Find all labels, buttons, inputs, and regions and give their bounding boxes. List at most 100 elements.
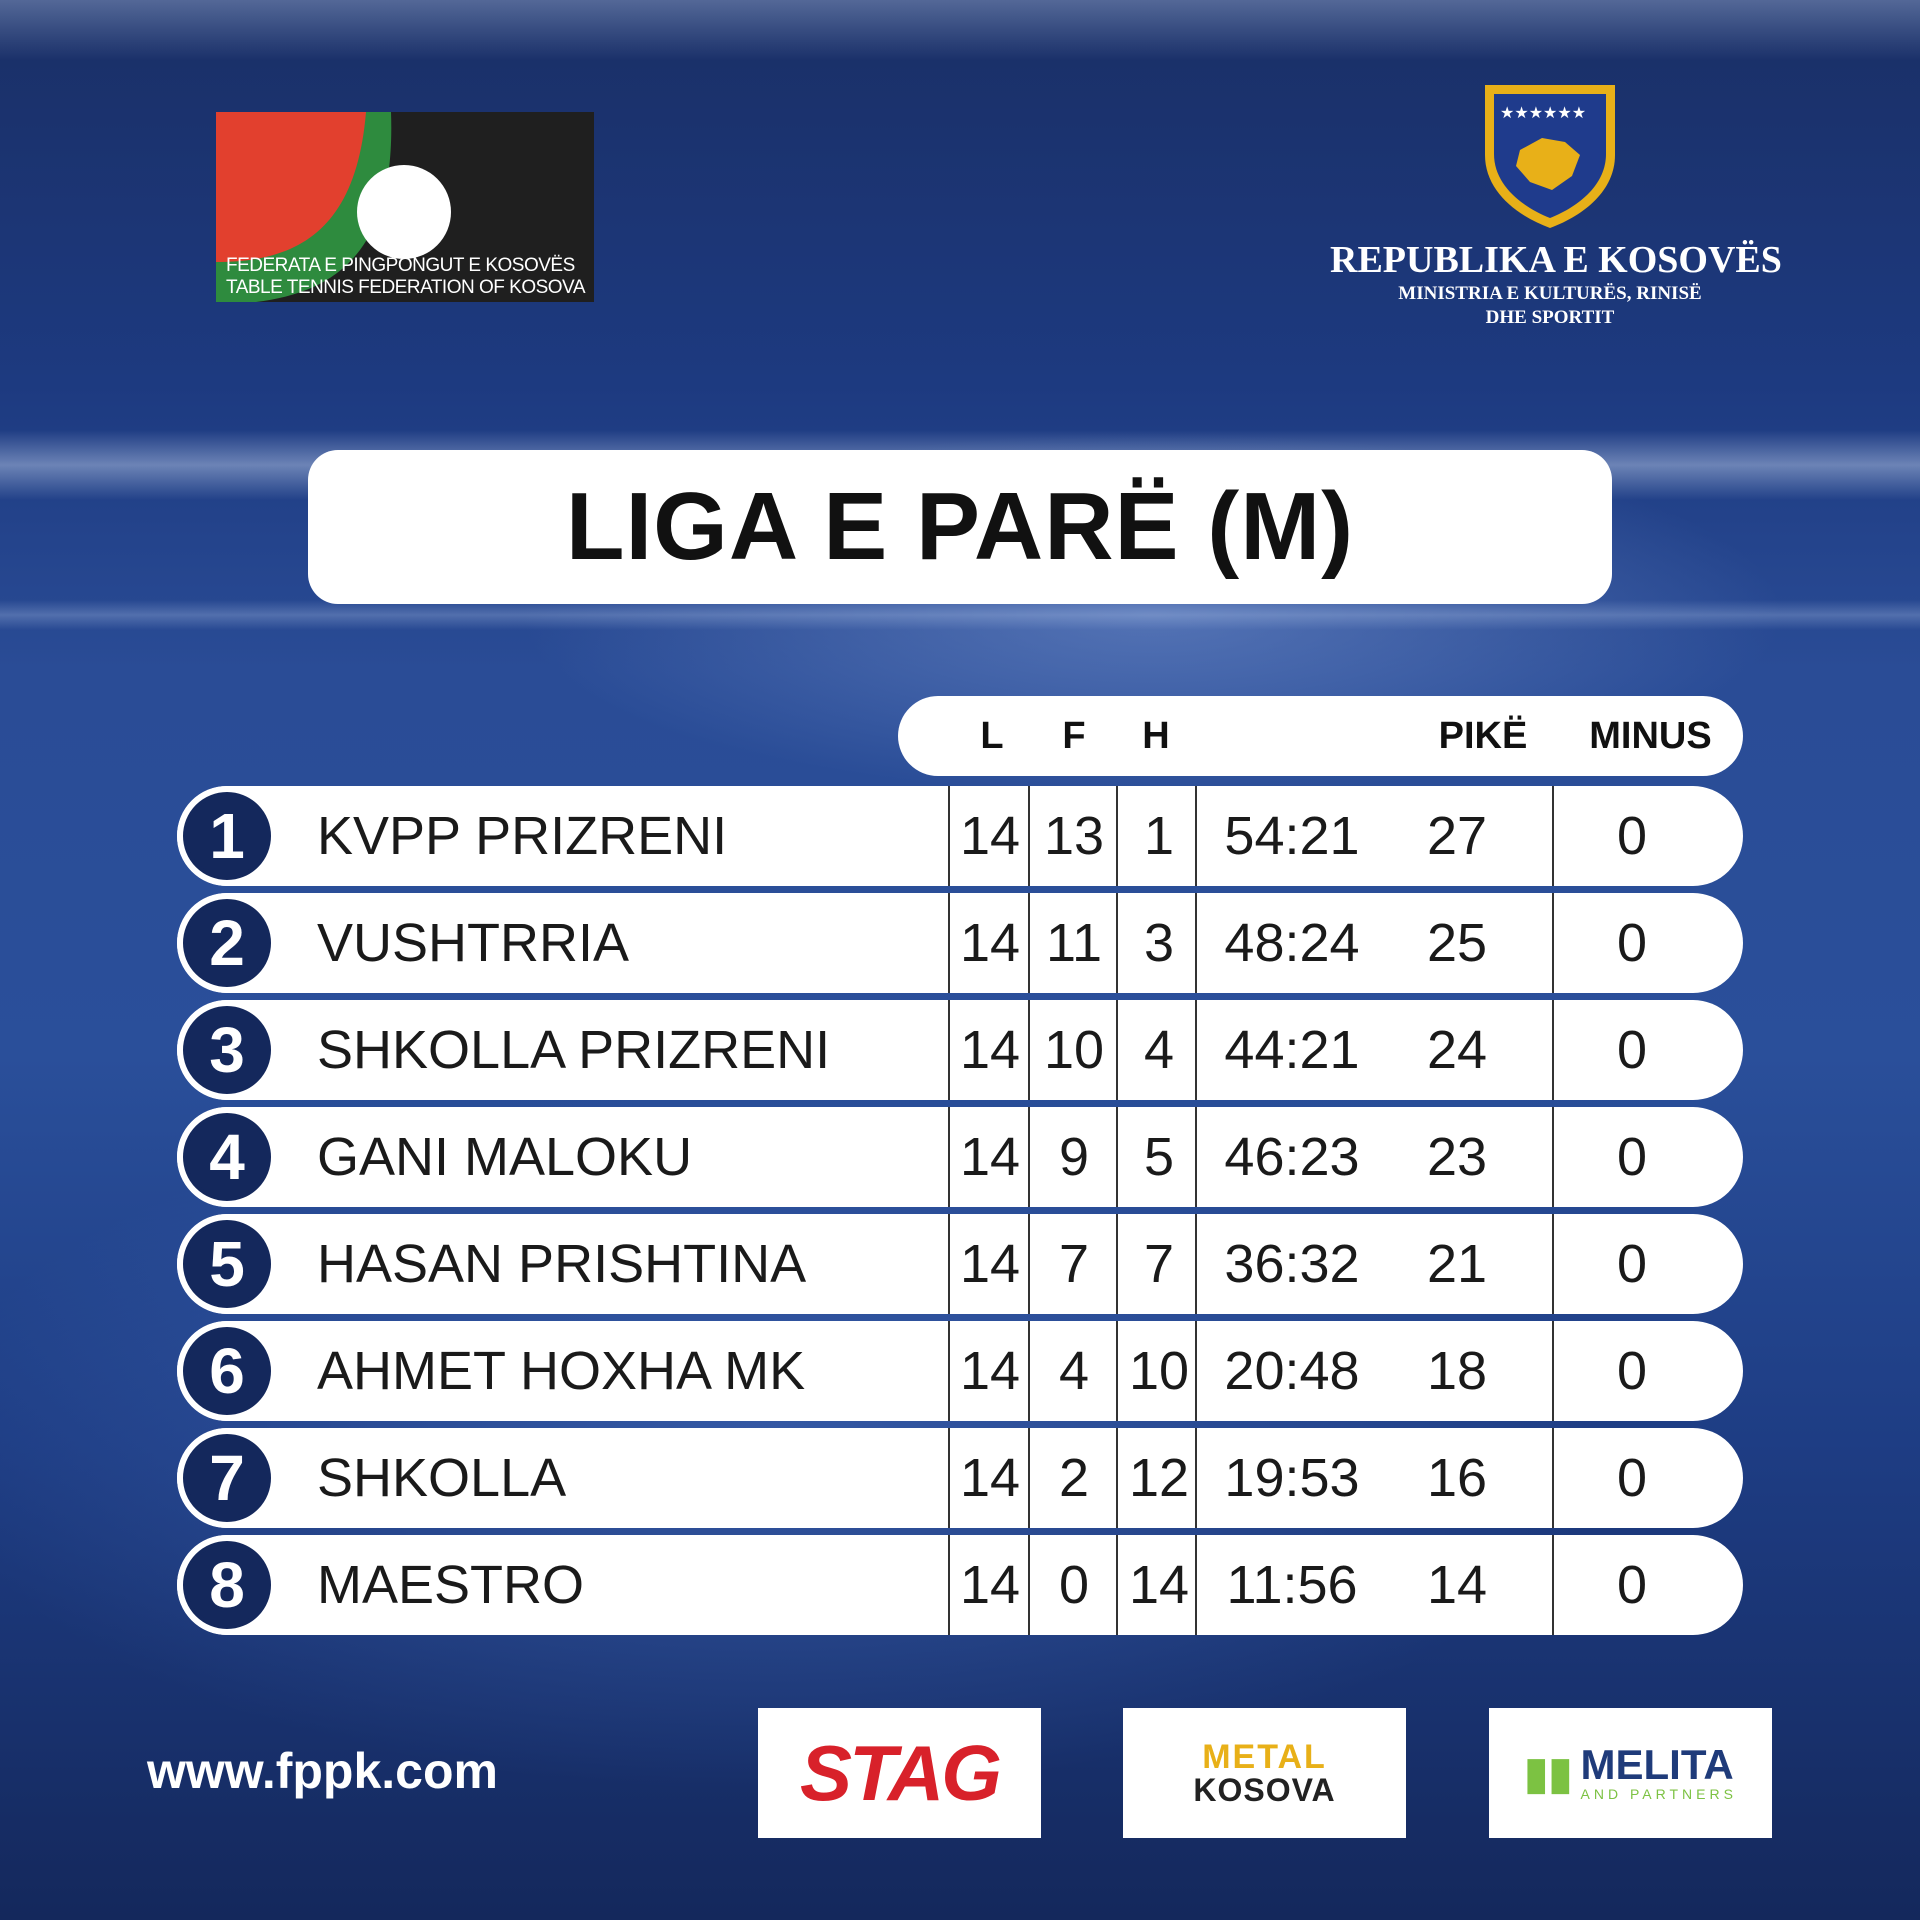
- website-link[interactable]: www.fppk.com: [147, 1743, 498, 1799]
- ministry-name-line1: MINISTRIA E KULTURËS, RINISË: [1398, 283, 1702, 304]
- rank-badge: 4: [177, 1107, 277, 1207]
- team-name: AHMET HOXHA MK: [317, 1341, 806, 1401]
- column-divider: [1195, 1321, 1197, 1421]
- column-divider: [948, 1321, 950, 1421]
- cell-score: 46:23: [1224, 1127, 1360, 1187]
- title-banner: LIGA E PARË (M): [308, 450, 1612, 604]
- cell-won: 9: [1058, 1127, 1090, 1187]
- cell-minus: 0: [1616, 1341, 1648, 1401]
- cell-lost: 12: [1128, 1448, 1190, 1508]
- column-divider: [948, 1428, 950, 1528]
- cell-points: 24: [1426, 1020, 1488, 1080]
- column-divider: [1116, 1428, 1118, 1528]
- cell-won: 0: [1058, 1555, 1090, 1615]
- sponsor-metal-kosova-logo: METAL KOSOVA: [1123, 1708, 1406, 1838]
- column-divider: [1116, 1321, 1118, 1421]
- cell-score: 20:48: [1224, 1341, 1360, 1401]
- cell-lost: 14: [1128, 1555, 1190, 1615]
- cell-won: 4: [1058, 1341, 1090, 1401]
- column-divider: [1195, 1107, 1197, 1207]
- kosova-wordmark: KOSOVA: [1193, 1772, 1336, 1808]
- cell-score: 54:21: [1224, 806, 1360, 866]
- column-divider: [1116, 1000, 1118, 1100]
- table-row: 6 AHMET HOXHA MK 14 4 10 20:48 18 0: [177, 1321, 1743, 1421]
- header-lost: H: [1142, 715, 1170, 757]
- column-divider: [1552, 893, 1554, 993]
- cell-score: 44:21: [1224, 1020, 1360, 1080]
- table-row: 4 GANI MALOKU 14 9 5 46:23 23 0: [177, 1107, 1743, 1207]
- team-name: KVPP PRIZRENI: [317, 806, 728, 866]
- column-divider: [1028, 1428, 1030, 1528]
- cell-lost: 10: [1128, 1341, 1190, 1401]
- cell-score: 11:56: [1226, 1555, 1358, 1615]
- cell-minus: 0: [1616, 806, 1648, 866]
- federation-name-albanian: FEDERATA E PINGPONGUT E KOSOVËS: [226, 255, 575, 276]
- federation-logo: FEDERATA E PINGPONGUT E KOSOVËS TABLE TE…: [216, 112, 594, 302]
- team-name: VUSHTRRIA: [317, 913, 630, 973]
- column-divider: [1116, 893, 1118, 993]
- cell-won: 11: [1045, 913, 1103, 973]
- column-divider: [948, 1000, 950, 1100]
- column-divider: [948, 1107, 950, 1207]
- svg-text:★★★★★★: ★★★★★★: [1500, 103, 1586, 122]
- federation-logo-graphic: [216, 112, 594, 302]
- cell-won: 10: [1043, 1020, 1105, 1080]
- cell-points: 18: [1426, 1341, 1488, 1401]
- cell-score: 48:24: [1224, 913, 1360, 973]
- column-divider: [1552, 1000, 1554, 1100]
- header-points: PIKË: [1438, 715, 1528, 757]
- stag-wordmark: STAG: [800, 1728, 1002, 1817]
- column-divider: [1116, 1535, 1118, 1635]
- column-divider: [1028, 1214, 1030, 1314]
- header-minus: MINUS: [1589, 715, 1712, 757]
- column-divider: [1552, 1321, 1554, 1421]
- column-divider: [1195, 1428, 1197, 1528]
- rank-badge: 5: [177, 1214, 277, 1314]
- team-name: GANI MALOKU: [317, 1127, 693, 1187]
- table-row: 3 SHKOLLA PRIZRENI 14 10 4 44:21 24 0: [177, 1000, 1743, 1100]
- cell-lost: 1: [1143, 806, 1175, 866]
- column-divider: [1552, 1428, 1554, 1528]
- rank-badge: 3: [177, 1000, 277, 1100]
- cell-played: 14: [959, 1555, 1021, 1615]
- table-row: 5 HASAN PRISHTINA 14 7 7 36:32 21 0: [177, 1214, 1743, 1314]
- background-streak: [0, 600, 1920, 630]
- header-played: L: [980, 715, 1004, 757]
- cell-won: 2: [1058, 1448, 1090, 1508]
- cell-played: 14: [959, 913, 1021, 973]
- column-divider: [1028, 1000, 1030, 1100]
- sponsor-melita-logo: ▮▮ MELITA AND PARTNERS: [1489, 1708, 1772, 1838]
- cell-points: 23: [1426, 1127, 1488, 1187]
- column-divider: [1195, 1000, 1197, 1100]
- melita-subtitle: AND PARTNERS: [1580, 1786, 1737, 1802]
- government-title: REPUBLIKA E KOSOVËS: [1330, 239, 1782, 281]
- rank-badge: 8: [177, 1535, 277, 1635]
- cell-points: 14: [1426, 1555, 1488, 1615]
- government-logo: ★★★★★★ REPUBLIKA E KOSOVËS MINISTRIA E K…: [1330, 80, 1782, 340]
- column-divider: [948, 1535, 950, 1635]
- melita-wordmark: MELITA: [1580, 1741, 1734, 1788]
- column-divider: [948, 893, 950, 993]
- column-divider: [1116, 1214, 1118, 1314]
- cell-points: 27: [1426, 806, 1488, 866]
- table-header: L F H PIKË MINUS: [898, 696, 1743, 776]
- column-divider: [1195, 786, 1197, 886]
- sponsor-stag-logo: STAG: [758, 1708, 1041, 1838]
- column-divider: [1028, 1321, 1030, 1421]
- column-divider: [948, 1214, 950, 1314]
- table-row: 7 SHKOLLA 14 2 12 19:53 16 0: [177, 1428, 1743, 1528]
- column-divider: [1028, 786, 1030, 886]
- column-divider: [1195, 1535, 1197, 1635]
- cell-score: 36:32: [1224, 1234, 1360, 1294]
- cell-minus: 0: [1616, 913, 1648, 973]
- column-divider: [1116, 1107, 1118, 1207]
- cell-minus: 0: [1616, 1020, 1648, 1080]
- cell-played: 14: [959, 1448, 1021, 1508]
- cell-points: 16: [1426, 1448, 1488, 1508]
- cell-score: 19:53: [1224, 1448, 1360, 1508]
- column-divider: [1552, 1107, 1554, 1207]
- cell-minus: 0: [1616, 1127, 1648, 1187]
- melita-bars-icon: ▮▮: [1524, 1748, 1573, 1798]
- cell-lost: 7: [1143, 1234, 1175, 1294]
- kosovo-shield-icon: ★★★★★★: [1485, 85, 1615, 228]
